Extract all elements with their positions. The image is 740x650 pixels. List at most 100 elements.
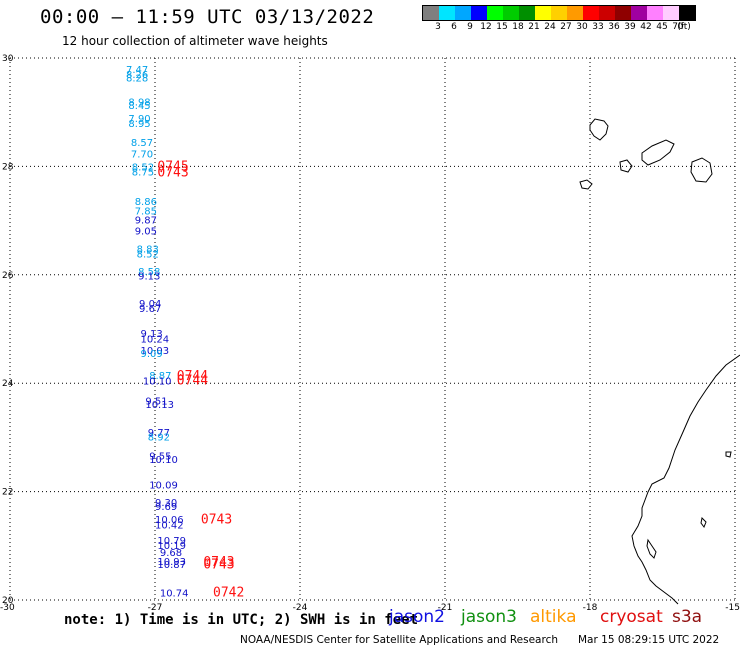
page-title: 00:00 – 11:59 UTC 03/13/2022 <box>40 6 375 28</box>
swh-label: 10.19 <box>157 541 186 552</box>
swh-label: 10.09 <box>149 480 178 491</box>
color-swatch <box>503 6 519 20</box>
coastline-canary-hierro <box>579 179 593 190</box>
lat-tick-label: 22 <box>2 488 13 498</box>
lon-tick-label: -27 <box>148 603 163 613</box>
lat-tick-label: 24 <box>2 379 14 389</box>
color-swatch <box>647 6 663 20</box>
swh-label: 10.10 <box>149 455 178 466</box>
color-swatch <box>471 6 487 20</box>
time-label: 0745 <box>157 160 188 175</box>
color-scale-label: 24 <box>544 22 556 32</box>
lat-tick-label: 28 <box>2 162 14 172</box>
color-scale-label: 6 <box>451 22 457 32</box>
time-label: 0743 <box>157 166 188 181</box>
color-swatch <box>599 6 615 20</box>
coastline-small-island <box>700 516 707 529</box>
color-scale-label: 18 <box>512 22 524 32</box>
swh-label: 8.52 <box>137 249 159 260</box>
time-label: 0743 <box>203 555 234 570</box>
color-swatch <box>535 6 551 20</box>
swh-label: 8.58 <box>138 267 160 278</box>
color-scale-label: 70 <box>672 22 684 32</box>
color-scale-label: 3 <box>435 22 441 32</box>
swh-label: 10.06 <box>155 515 184 526</box>
legend-item-altika: altika <box>530 607 577 627</box>
swh-label: 8.92 <box>148 433 170 444</box>
color-scale-label: 12 <box>480 22 492 32</box>
swh-label: 8.52 <box>132 163 154 174</box>
color-scale-label: 45 <box>656 22 668 32</box>
swh-label: 7.90 <box>128 114 150 125</box>
lat-tick-label: 20 <box>2 596 14 606</box>
page-subtitle: 12 hour collection of altimeter wave hei… <box>62 34 328 48</box>
swh-label: 10.42 <box>155 520 184 531</box>
color-scale-legend: 3 6 9 12 15 18 21 24 27 30 33 36 39 42 45 70 (ft) <box>422 5 696 33</box>
lat-tick-label: 30 <box>2 54 14 64</box>
color-swatch <box>631 6 647 20</box>
color-swatch <box>455 6 471 20</box>
lon-tick-label: -15 <box>725 603 740 613</box>
swh-label: 10.13 <box>145 400 174 411</box>
color-scale-label: 15 <box>496 22 508 32</box>
swh-label: 8.26 <box>126 70 148 81</box>
swh-label: 10.03 <box>141 346 170 357</box>
swh-label: 8.28 <box>126 73 148 84</box>
swh-label: 8.45 <box>128 101 150 112</box>
time-label: 0743 <box>203 558 234 573</box>
time-label: 0744 <box>177 369 208 384</box>
color-scale-swatches <box>422 5 696 21</box>
color-swatch <box>439 6 455 20</box>
coastlines <box>579 118 740 605</box>
swh-label: 10.74 <box>160 589 189 600</box>
legend-item-s3a: s3a <box>672 607 703 627</box>
lat-tick-label: 26 <box>2 271 14 281</box>
coastline-canary-tenerife <box>641 139 675 166</box>
swh-label: 8.86 <box>135 197 157 208</box>
lon-tick-label: -24 <box>293 603 308 613</box>
swh-label: 7.70 <box>131 150 153 161</box>
footer-note: note: 1) Time is in UTC; 2) SWH is in fe… <box>64 612 419 628</box>
coastline-dakhla-peninsula <box>646 538 657 559</box>
swh-label: 10.93 <box>157 557 186 568</box>
color-swatch <box>487 6 503 20</box>
coastline-african-coast <box>631 354 740 605</box>
swh-label: 9.05 <box>135 227 157 238</box>
generated-timestamp: Mar 15 08:29:15 UTC 2022 <box>578 634 720 646</box>
time-label: 0743 <box>201 513 232 528</box>
lon-tick-label: -30 <box>0 603 15 613</box>
swh-label: 9.69 <box>155 502 177 513</box>
legend-item-cryosat: cryosat <box>600 607 663 627</box>
swh-label: 8.75 <box>132 168 154 179</box>
color-scale-label: (ft) <box>677 22 691 32</box>
color-swatch <box>551 6 567 20</box>
color-scale-label: 33 <box>592 22 604 32</box>
swh-label: 10.87 <box>157 560 186 571</box>
color-scale-label: 39 <box>624 22 636 32</box>
swh-label: 7.47 <box>126 65 148 76</box>
swh-label: 9.55 <box>149 452 171 463</box>
lon-tick-label: -21 <box>438 603 453 613</box>
swh-label: 9.87 <box>135 215 157 226</box>
swh-label: 9.68 <box>160 548 182 559</box>
legend-item-jason3: jason3 <box>461 607 517 627</box>
color-scale-label: 21 <box>528 22 540 32</box>
swh-label: 8.87 <box>149 371 171 382</box>
swh-label: 10.24 <box>141 335 170 346</box>
swh-label: 8.57 <box>131 138 153 149</box>
swh-label: 9.09 <box>141 349 163 360</box>
color-scale-label: 27 <box>560 22 572 32</box>
color-scale-label: 36 <box>608 22 620 32</box>
swh-label: 9.77 <box>148 428 170 439</box>
color-swatch <box>679 6 695 20</box>
swh-label: 8.83 <box>137 245 159 256</box>
swh-label: 9.13 <box>138 272 160 283</box>
swh-label: 9.30 <box>155 498 177 509</box>
swh-label: 9.67 <box>139 304 161 315</box>
time-label: 0744 <box>177 373 208 388</box>
swh-label: 9.04 <box>139 299 161 310</box>
lat-lon-grid <box>9 57 736 601</box>
lon-tick-label: -18 <box>583 603 598 613</box>
credits: NOAA/NESDIS Center for Satellite Applica… <box>240 634 719 646</box>
